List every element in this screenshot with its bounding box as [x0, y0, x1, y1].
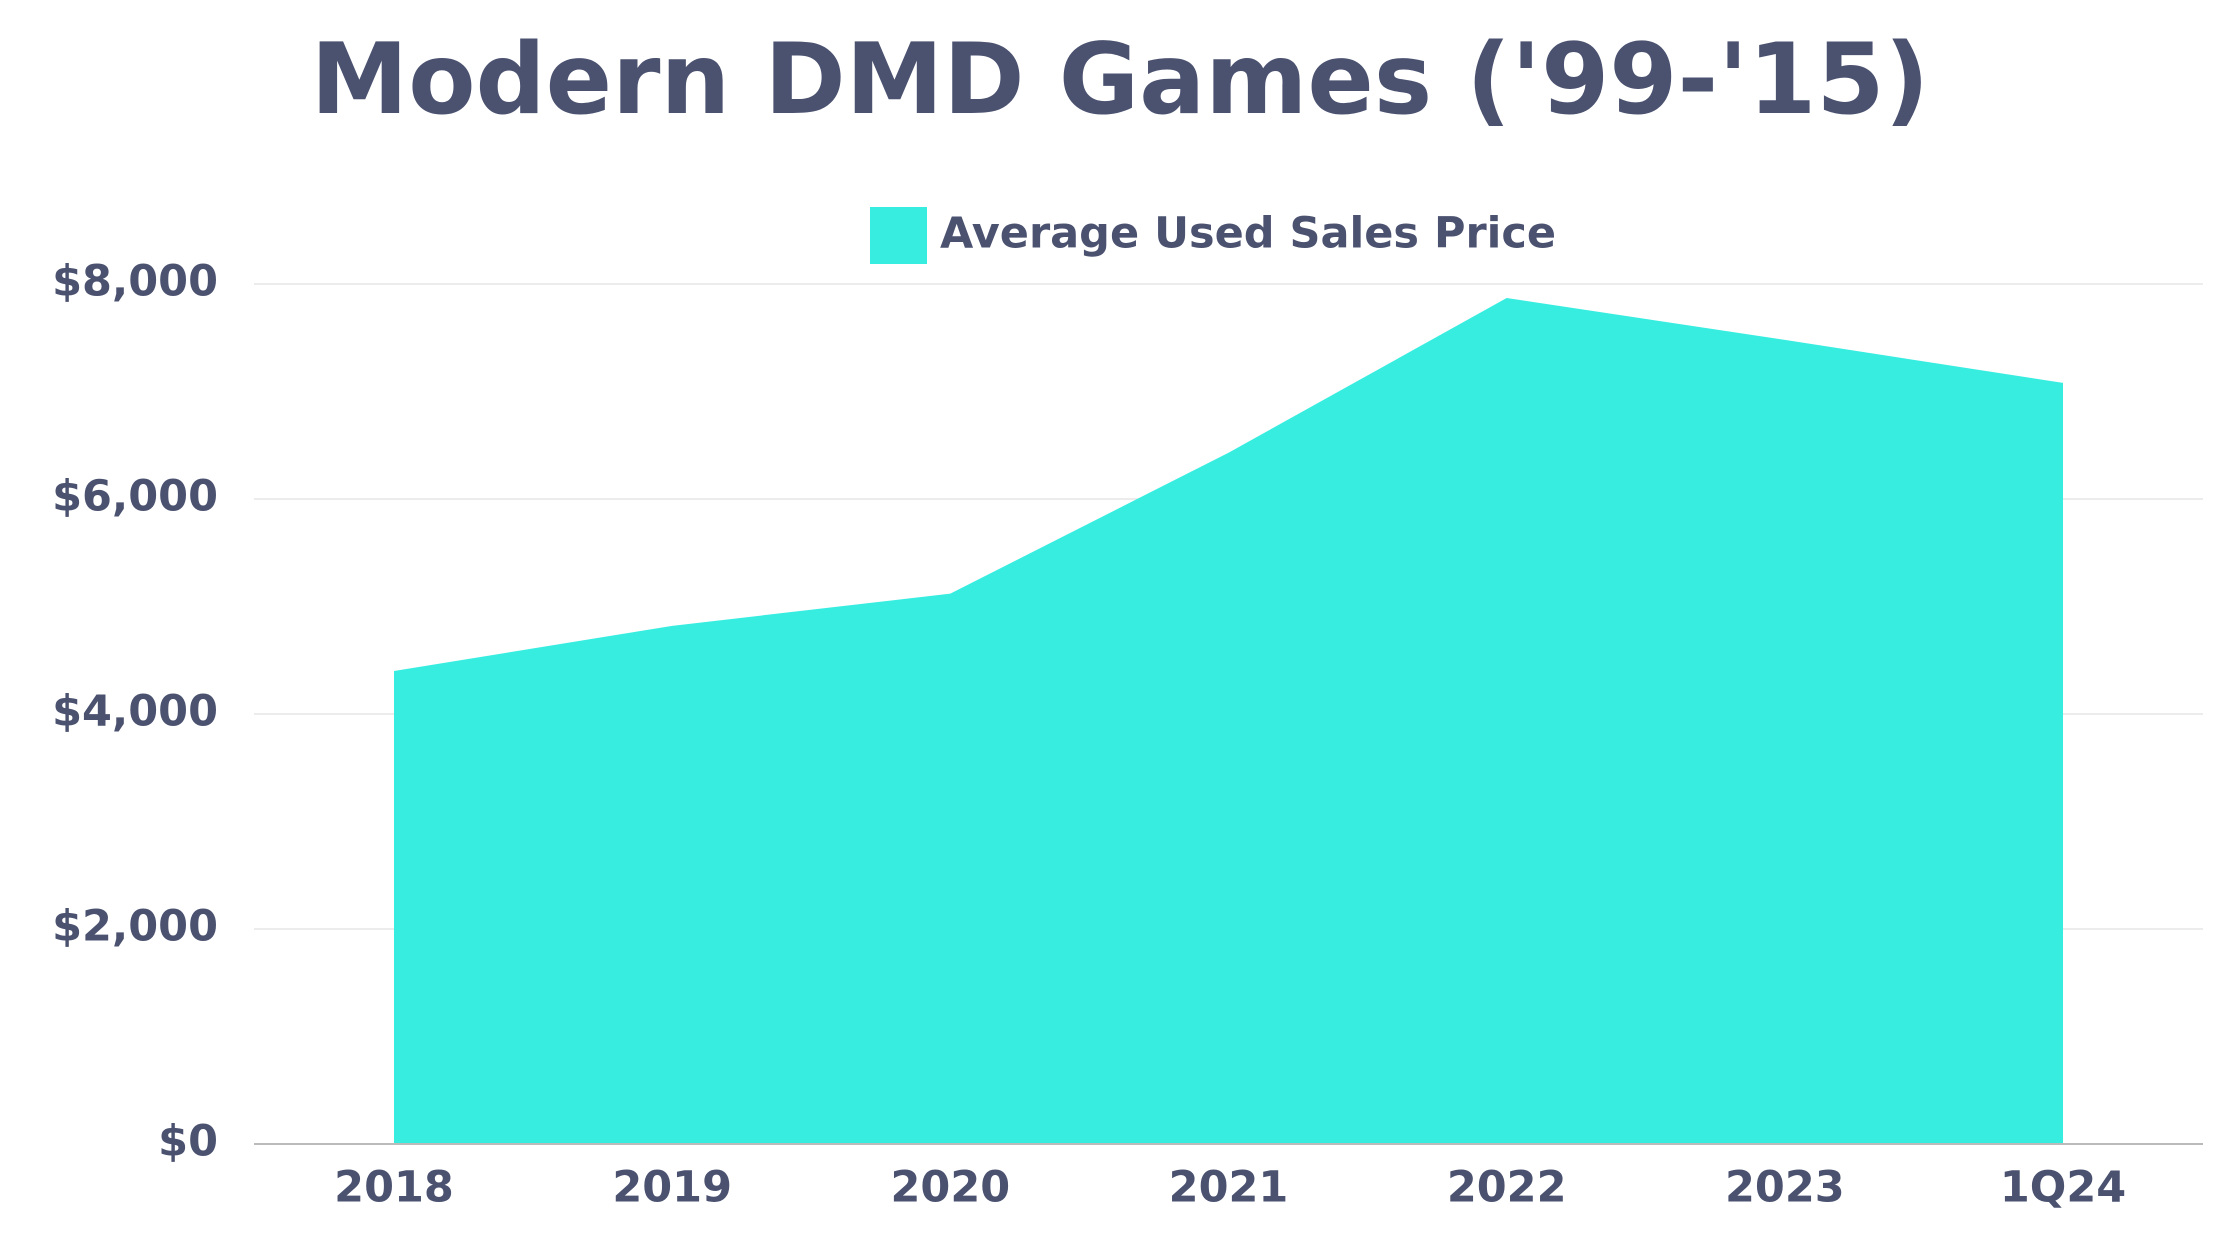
x-tick-label: 2018	[334, 1163, 454, 1213]
y-tick-label: $0	[158, 1117, 218, 1167]
x-tick-label: 2022	[1447, 1163, 1567, 1213]
legend-swatch	[870, 207, 927, 264]
x-tick-label: 1Q24	[2000, 1163, 2126, 1213]
y-tick-label: $8,000	[52, 257, 218, 307]
x-tick-label: 2019	[612, 1163, 732, 1213]
legend-label: Average Used Sales Price	[940, 209, 1556, 259]
x-tick-label: 2020	[890, 1163, 1010, 1213]
chart-title: Modern DMD Games ('99-'15)	[311, 23, 1930, 137]
x-tick-label: 2023	[1725, 1163, 1845, 1213]
area	[394, 297, 2063, 1145]
y-tick-label: $2,000	[52, 902, 218, 952]
y-tick-label: $6,000	[52, 472, 218, 522]
y-tick-label: $4,000	[52, 687, 218, 737]
x-tick-label: 2021	[1169, 1163, 1289, 1213]
